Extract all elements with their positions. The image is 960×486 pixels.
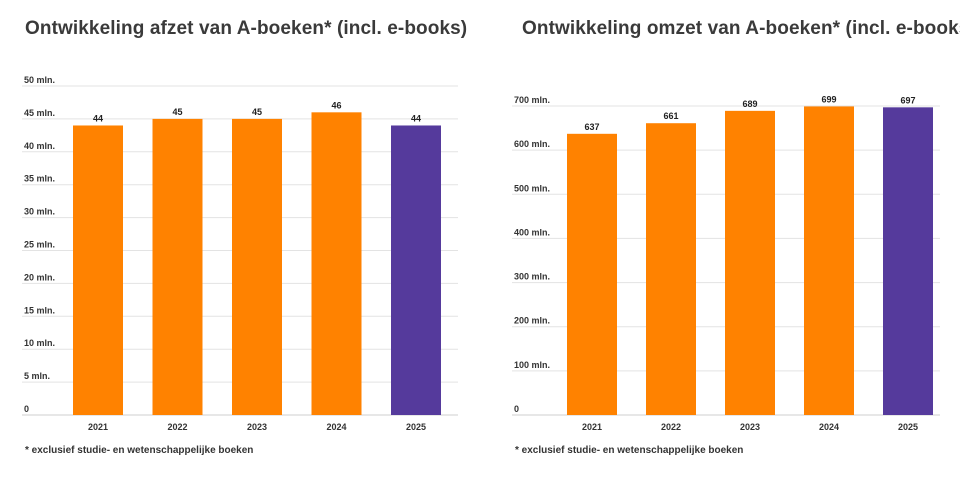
- x-tick-label: 2023: [247, 422, 267, 432]
- y-tick-label: 20 mln.: [24, 272, 55, 282]
- x-tick-label: 2022: [661, 422, 681, 432]
- y-tick-label: 0: [24, 404, 29, 414]
- data-label: 44: [411, 113, 421, 123]
- x-tick-label: 2024: [819, 422, 839, 432]
- chart-title: Ontwikkeling afzet van A-boeken* (incl. …: [25, 18, 468, 39]
- bar-2021: [73, 125, 123, 415]
- data-label: 46: [331, 100, 341, 110]
- y-tick-label: 100 mln.: [514, 360, 550, 370]
- y-tick-label: 15 mln.: [24, 305, 55, 315]
- y-tick-label: 500 mln.: [514, 183, 550, 193]
- data-label: 45: [252, 107, 262, 117]
- y-tick-label: 200 mln.: [514, 316, 550, 326]
- bar-2022: [646, 123, 696, 416]
- bar-2023: [725, 110, 775, 415]
- y-tick-label: 0: [514, 404, 519, 414]
- bar-2025: [883, 107, 933, 416]
- y-tick-label: 10 mln.: [24, 338, 55, 348]
- bar-2024: [804, 106, 854, 415]
- y-tick-label: 35 mln.: [24, 174, 55, 184]
- data-label: 697: [900, 95, 915, 105]
- data-label: 661: [663, 111, 678, 121]
- chart-panel-afzet: Ontwikkeling afzet van A-boeken* (incl. …: [22, 18, 468, 456]
- x-tick-label: 2025: [406, 422, 426, 432]
- bar-chart-omzet: 0 100 mln. 200 mln. 300 mln. 400 mln. 500 mln…: [512, 94, 940, 432]
- y-tick-label: 700 mln.: [514, 95, 550, 105]
- x-tick-label: 2023: [740, 422, 760, 432]
- bar-2023: [232, 118, 282, 416]
- bar-2024: [311, 112, 362, 415]
- y-tick-label: 5 mln.: [24, 371, 50, 381]
- y-tick-label: 50 mln.: [24, 75, 55, 85]
- y-tick-label: 40 mln.: [24, 141, 55, 151]
- chart-panel-omzet: Ontwikkeling omzet van A-boeken* (incl. …: [480, 0, 960, 486]
- x-tick-label: 2025: [898, 422, 918, 432]
- data-label: 45: [172, 107, 182, 117]
- y-tick-label: 25 mln.: [24, 240, 55, 250]
- bar-2021: [567, 133, 617, 415]
- y-tick-label: 400 mln.: [514, 227, 550, 237]
- data-label: 44: [93, 113, 103, 123]
- y-tick-label: 45 mln.: [24, 108, 55, 118]
- chart-title: Ontwikkeling omzet van A-boeken* (incl. …: [522, 18, 960, 39]
- data-label: 637: [584, 122, 599, 132]
- y-tick-label: 600 mln.: [514, 139, 550, 149]
- y-tick-label: 30 mln.: [24, 207, 55, 217]
- x-tick-label: 2021: [88, 422, 108, 432]
- x-tick-label: 2024: [326, 422, 346, 432]
- data-label: 689: [742, 99, 757, 109]
- x-tick-label: 2021: [582, 422, 602, 432]
- y-tick-label: 300 mln.: [514, 272, 550, 282]
- bar-2025: [391, 125, 441, 415]
- chart-footnote: * exclusief studie- en wetenschappelijke…: [515, 445, 744, 456]
- x-tick-label: 2022: [167, 422, 187, 432]
- bar-chart-afzet: 0 5 mln. 10 mln. 15 mln. 20 mln. 25 mln. 30 ml…: [22, 75, 458, 432]
- data-label: 699: [821, 94, 836, 104]
- chart-footnote: * exclusief studie- en wetenschappelijke…: [25, 445, 254, 456]
- bar-2022: [152, 118, 203, 416]
